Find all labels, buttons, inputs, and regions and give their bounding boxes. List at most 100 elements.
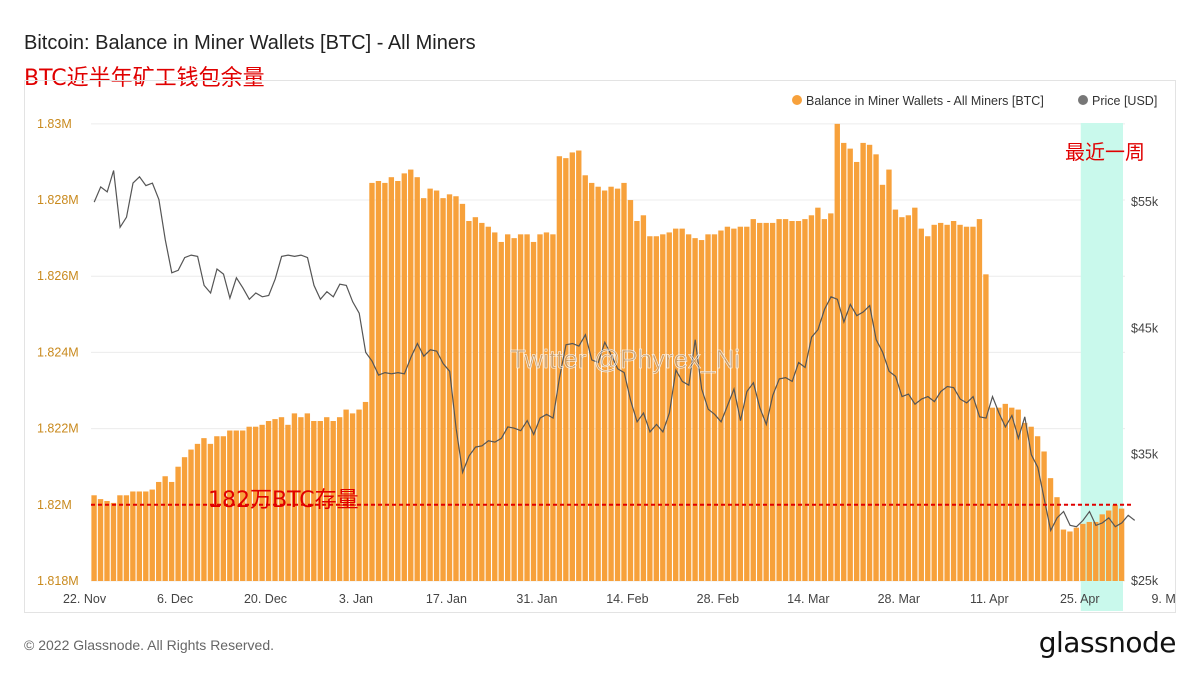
bar: [963, 226, 970, 581]
bar: [621, 182, 627, 581]
bar: [188, 449, 194, 581]
bar: [427, 188, 433, 581]
bar: [272, 419, 278, 581]
bar: [640, 215, 647, 582]
bar: [349, 413, 356, 581]
bar: [647, 236, 653, 581]
glassnode-logo: glassnode: [1038, 626, 1177, 659]
bar: [1086, 521, 1092, 581]
bar: [123, 495, 130, 581]
bar: [330, 421, 336, 581]
bar: [343, 409, 349, 581]
bar: [175, 466, 181, 581]
bar: [601, 190, 608, 581]
bar: [479, 222, 485, 581]
bar: [440, 198, 446, 581]
bar: [925, 236, 931, 581]
bar: [162, 476, 168, 581]
bar: [207, 443, 214, 581]
bar: [847, 148, 853, 581]
x-tick-label: 17. Jan: [426, 592, 467, 606]
bar: [685, 234, 692, 582]
y-left-tick-label: 1.828M: [37, 193, 79, 207]
y-right-tick-label: $55k: [1131, 195, 1159, 209]
bar: [989, 407, 996, 581]
chart-subtitle-annotation: BTC近半年矿工钱包余量: [24, 66, 265, 91]
bar: [634, 221, 640, 581]
bar: [815, 207, 821, 581]
legend: Balance in Miner Wallets - All Miners [B…: [792, 94, 1157, 108]
bar: [414, 177, 420, 581]
x-tick-label: 9. May: [1151, 592, 1175, 606]
x-tick-label: 28. Mar: [878, 592, 920, 606]
bar: [563, 158, 569, 581]
bar: [246, 426, 252, 581]
bar: [1112, 504, 1118, 581]
bar: [466, 221, 472, 581]
price-line: [93, 170, 1136, 533]
axes-layer: 1.818M 1.82M 1.822M 1.824M 1.826M 1.828M 1.83M…: [37, 117, 1175, 606]
y-left-tick-label: 1.82M: [37, 498, 72, 512]
bar: [356, 409, 362, 581]
bar: [298, 417, 304, 581]
bar: [808, 215, 815, 582]
bar: [375, 181, 382, 581]
bar: [336, 417, 343, 581]
bar: [782, 219, 789, 581]
bar: [757, 222, 763, 581]
bar: [853, 161, 860, 581]
bar: [550, 234, 556, 582]
y-left-tick-label: 1.83M: [37, 117, 72, 131]
bar: [731, 228, 737, 581]
bar: [1041, 451, 1047, 581]
bar: [369, 182, 375, 581]
bar: [937, 222, 944, 581]
bar: [899, 217, 905, 581]
bar: [408, 169, 414, 582]
bar: [453, 196, 459, 581]
bar: [737, 226, 744, 581]
bar: [181, 457, 188, 581]
bar: [769, 222, 776, 581]
bar: [841, 142, 847, 581]
bar: [311, 421, 317, 581]
bar: [156, 481, 162, 581]
x-tick-label: 20. Dec: [244, 592, 287, 606]
bar: [227, 430, 233, 581]
bar: [996, 407, 1002, 581]
x-tick-label: 25. Apr: [1060, 592, 1100, 606]
bar: [750, 219, 756, 581]
bar: [828, 213, 834, 581]
bar: [1002, 403, 1008, 581]
bar: [291, 413, 298, 581]
bar: [201, 438, 207, 581]
bar: [97, 499, 104, 581]
bar: [795, 221, 802, 581]
bar: [950, 221, 957, 581]
bar: [1060, 529, 1067, 581]
watermark-text: Twitter @Phyrex_Ni: [510, 344, 740, 374]
bar: [304, 413, 311, 581]
bar: [259, 424, 265, 581]
y-right-tick-label: $25k: [1131, 574, 1159, 588]
y-left-tick-label: 1.826M: [37, 269, 79, 283]
bar: [492, 232, 498, 581]
bar: [1022, 422, 1028, 581]
bar: [918, 228, 924, 581]
legend-label-price: Price [USD]: [1092, 94, 1157, 108]
bar: [1009, 407, 1015, 581]
bar: [653, 236, 659, 581]
bar: [395, 181, 401, 581]
bar: [130, 491, 136, 581]
y-right-tick-label: $35k: [1131, 448, 1159, 462]
bar: [1073, 527, 1080, 581]
price-layer: [93, 170, 1136, 533]
bar: [1034, 436, 1041, 581]
bar: [556, 156, 563, 581]
bar: [905, 215, 912, 582]
bar: [143, 491, 149, 581]
bar: [957, 224, 963, 582]
bar: [879, 184, 886, 582]
bar: [530, 241, 537, 581]
bar: [278, 417, 285, 581]
